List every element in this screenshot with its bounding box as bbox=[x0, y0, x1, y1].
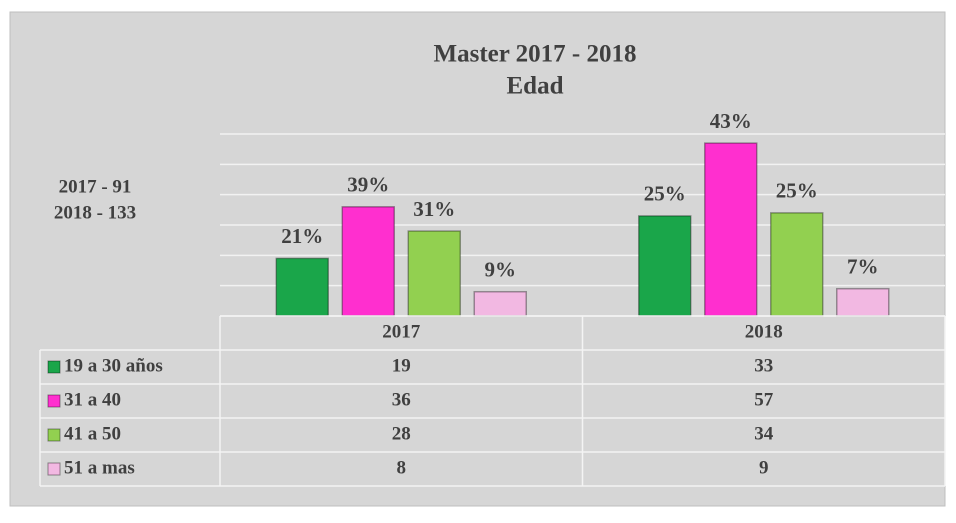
table-cell: 34 bbox=[754, 423, 774, 444]
legend-key bbox=[47, 462, 61, 476]
table-cell: 9 bbox=[759, 457, 769, 478]
table-cell: 33 bbox=[754, 355, 773, 376]
data-label: 31% bbox=[413, 197, 455, 221]
bar bbox=[473, 290, 527, 317]
table-cell: 28 bbox=[392, 423, 411, 444]
legend-label: 31 a 40 bbox=[64, 389, 121, 410]
data-label: 9% bbox=[485, 258, 517, 282]
bar bbox=[341, 206, 395, 317]
legend-key bbox=[47, 360, 61, 374]
table-cell: 57 bbox=[754, 389, 774, 410]
data-label: 43% bbox=[710, 109, 752, 133]
legend-key bbox=[47, 428, 61, 442]
x-tick-label: 2017 bbox=[382, 321, 421, 342]
bar bbox=[836, 287, 890, 317]
data-label: 25% bbox=[776, 179, 818, 203]
legend-label: 41 a 50 bbox=[64, 423, 121, 444]
table-cell: 19 bbox=[392, 355, 411, 376]
bar bbox=[275, 257, 329, 317]
data-label: 7% bbox=[847, 255, 879, 279]
bar bbox=[407, 230, 461, 317]
data-label: 25% bbox=[644, 182, 686, 206]
bar bbox=[638, 215, 692, 317]
table-cell: 8 bbox=[397, 457, 407, 478]
chart-subtitle: Edad bbox=[507, 73, 564, 100]
x-tick-label: 2018 bbox=[745, 321, 783, 342]
annotation: 2018 - 133 bbox=[54, 202, 136, 223]
legend-label: 51 a mas bbox=[64, 457, 135, 478]
data-label: 21% bbox=[281, 224, 323, 248]
chart-title: Master 2017 - 2018 bbox=[434, 41, 637, 68]
data-label: 39% bbox=[347, 173, 389, 197]
table-cell: 36 bbox=[392, 389, 411, 410]
annotation: 2017 - 91 bbox=[59, 176, 132, 197]
bar bbox=[770, 212, 824, 317]
legend-key bbox=[47, 394, 61, 408]
bar bbox=[704, 142, 758, 317]
legend-label: 19 a 30 años bbox=[64, 355, 163, 376]
